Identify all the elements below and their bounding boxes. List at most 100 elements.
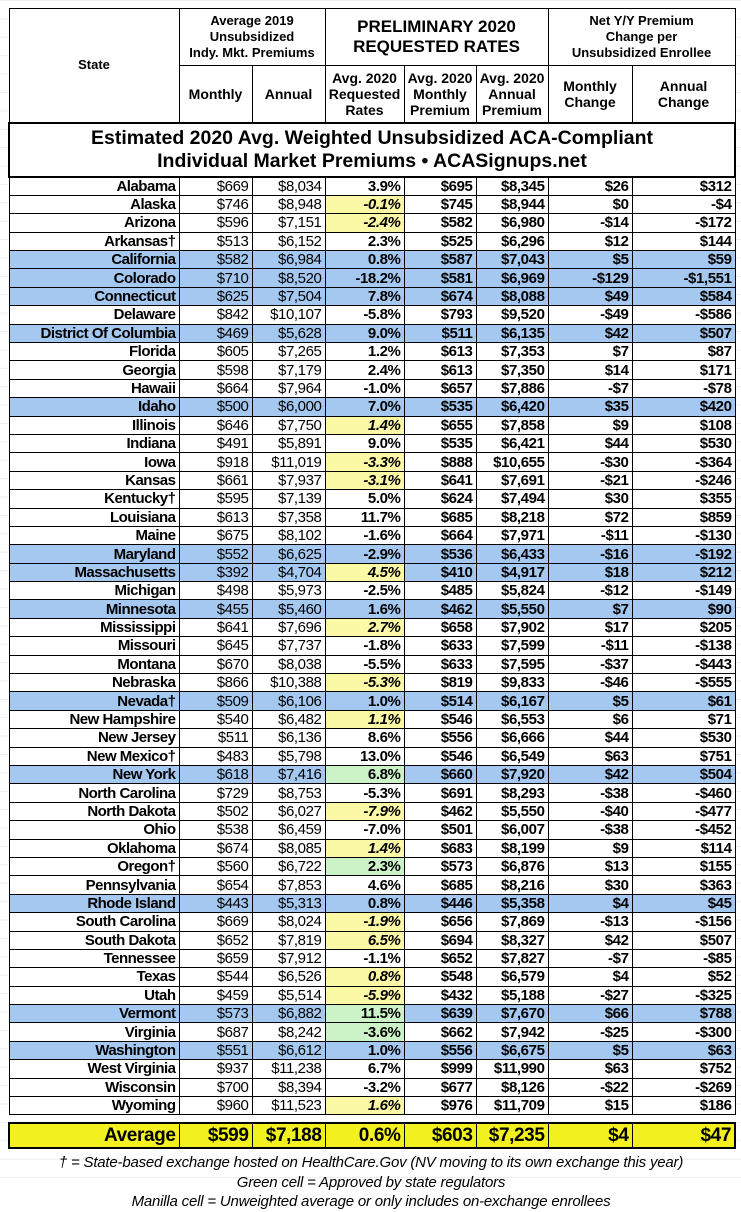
state-name: Oklahoma (8, 838, 180, 858)
table-row: Arizona $596 $7,151 -2.4% $582 $6,980 -$14 -$17… (8, 213, 736, 233)
requested-rate: 0.8% (324, 250, 405, 270)
annual-premium-2020: $6,980 (475, 213, 549, 233)
annual-change: $114 (631, 838, 736, 858)
footnote-dagger: † = State-based exchange hosted on Healt… (58, 1154, 684, 1172)
annual-2019: $8,394 (251, 1077, 326, 1098)
annual-2019: $6,612 (251, 1040, 326, 1061)
monthly-2019: $625 (178, 286, 253, 307)
monthly-2019: $552 (178, 544, 253, 564)
monthly-change: $12 (547, 231, 633, 252)
state-name: Georgia (8, 360, 180, 380)
monthly-premium-2020: $633 (403, 654, 477, 675)
table-row: District Of Columbia $469 $5,628 9.0% $511 $6… (8, 323, 736, 344)
requested-rate: 1.6% (324, 1096, 405, 1116)
monthly-change: $13 (547, 856, 633, 877)
monthly-premium-2020: $656 (403, 912, 477, 932)
monthly-2019: $498 (178, 581, 253, 601)
monthly-premium-2020: $525 (403, 231, 477, 252)
annual-premium-2020: $7,691 (475, 470, 549, 491)
monthly-premium-2020: $546 (403, 709, 477, 730)
state-name: Indiana (8, 433, 180, 454)
table-row: North Dakota $502 $6,027 -7.9% $462 $5,550 -$4… (8, 801, 736, 822)
annual-change: -$555 (631, 673, 736, 693)
annual-2019: $5,973 (251, 581, 326, 601)
requested-rate: -5.8% (324, 305, 405, 325)
annual-change: -$130 (631, 525, 736, 546)
annual-2019: $7,504 (251, 286, 326, 307)
state-name: Nebraska (8, 673, 180, 693)
state-name: South Carolina (8, 912, 180, 932)
annual-premium-2020: $6,549 (475, 746, 549, 767)
annual-change: $312 (631, 176, 736, 196)
requested-rate: -1.9% (324, 912, 405, 932)
table-row: West Virginia $937 $11,238 6.7% $999 $11,990 $… (8, 1059, 736, 1079)
state-name: Michigan (8, 581, 180, 601)
monthly-change: -$27 (547, 985, 633, 1006)
monthly-premium-2020: $556 (403, 1040, 477, 1061)
premium-table: Estimated 2020 Avg. Weighted Unsubsidize… (7, 8, 737, 1116)
annual-premium-2020: $6,579 (475, 967, 549, 987)
monthly-premium-2020: $685 (403, 507, 477, 527)
table-row: Ohio $538 $6,459 -7.0% $501 $6,007 -$38 -$452 (8, 820, 736, 840)
requested-rate: 0.8% (324, 893, 405, 914)
annual-2019: $5,313 (251, 893, 326, 914)
monthly-2019: $500 (178, 397, 253, 417)
table-row: Massachusetts $392 $4,704 4.5% $410 $4,917 $18… (8, 562, 736, 583)
requested-rate: 5.0% (324, 489, 405, 509)
monthly-change: $42 (547, 930, 633, 950)
annual-premium-2020: $7,886 (475, 378, 549, 399)
state-name: District Of Columbia (8, 323, 180, 344)
monthly-premium-2020: $462 (403, 801, 477, 822)
monthly-change: $5 (547, 691, 633, 711)
state-name: Missouri (8, 636, 180, 656)
footnote-green: Green cell = Approved by state regulator… (236, 1173, 506, 1191)
annual-2019: $6,722 (251, 856, 326, 877)
state-name: Vermont (8, 1004, 180, 1024)
requested-rate: 9.0% (324, 323, 405, 344)
table-row: Rhode Island $443 $5,313 0.8% $446 $5,358 $4 $4… (8, 893, 736, 914)
requested-rate: -0.1% (324, 194, 405, 215)
monthly-change: $42 (547, 764, 633, 785)
monthly-premium-2020: $662 (403, 1022, 477, 1042)
header-net-change-group: Net Y/Y Premium Change per Unsubsidized En… (547, 8, 736, 66)
annual-2019: $7,416 (251, 764, 326, 785)
annual-change: $205 (631, 617, 736, 638)
state-name: West Virginia (8, 1059, 180, 1079)
state-name: Arizona (8, 213, 180, 233)
annual-2019: $7,819 (251, 930, 326, 950)
monthly-change: -$25 (547, 1022, 633, 1042)
requested-rate: 6.7% (324, 1059, 405, 1079)
state-name: Kentucky† (8, 489, 180, 509)
state-name: Connecticut (8, 286, 180, 307)
annual-change: -$443 (631, 654, 736, 675)
table-row: New Jersey $511 $6,136 8.6% $556 $6,666 $44 $53… (8, 728, 736, 748)
monthly-2019: $491 (178, 433, 253, 454)
state-name: Pennsylvania (8, 875, 180, 895)
table-row: South Carolina $669 $8,024 -1.9% $656 $7,869-… (8, 912, 736, 932)
header-requested-rate: Avg. 2020 Requested Rates (324, 65, 405, 123)
state-name: South Dakota (8, 930, 180, 950)
state-name: California (8, 250, 180, 270)
requested-rate: -1.1% (324, 948, 405, 969)
annual-2019: $7,358 (251, 507, 326, 527)
requested-rate: -3.6% (324, 1022, 405, 1042)
requested-rate: -3.1% (324, 470, 405, 491)
table-row: Idaho $500 $6,000 7.0% $535 $6,420 $35 $420 (8, 397, 736, 417)
monthly-premium-2020: $694 (403, 930, 477, 950)
monthly-premium-2020: $501 (403, 820, 477, 840)
monthly-change: -$14 (547, 213, 633, 233)
monthly-2019: $538 (178, 820, 253, 840)
requested-rate: -1.0% (324, 378, 405, 399)
annual-premium-2020: $7,043 (475, 250, 549, 270)
annual-premium-2020: $10,655 (475, 452, 549, 472)
monthly-change: $14 (547, 360, 633, 380)
monthly-premium-2020: $548 (403, 967, 477, 987)
annual-premium-2020: $5,550 (475, 801, 549, 822)
monthly-2019: $459 (178, 985, 253, 1006)
annual-change: $71 (631, 709, 736, 730)
monthly-premium-2020: $613 (403, 360, 477, 380)
annual-premium-2020: $8,199 (475, 838, 549, 858)
monthly-2019: $669 (178, 912, 253, 932)
table-row: Kentucky† $595 $7,139 5.0% $624 $7,494 $30 $355 (8, 489, 736, 509)
header-monthly-change: Monthly Change (547, 65, 633, 123)
